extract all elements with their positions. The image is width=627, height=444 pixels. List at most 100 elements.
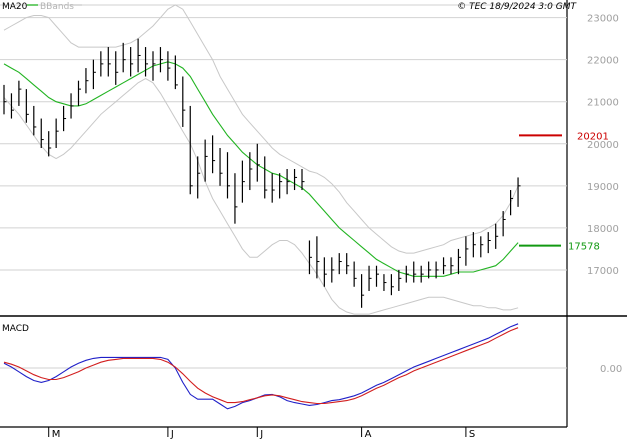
ohlc-bar (435, 261, 439, 279)
price-levels: 20201 17578 (519, 131, 609, 253)
ohlc-bar (40, 118, 44, 148)
price-tick-label: 17000 (587, 266, 619, 277)
ohlc-bar (338, 253, 342, 275)
ohlc-bar (293, 169, 298, 191)
ohlc-bar (189, 105, 193, 195)
ohlc-bar (130, 47, 134, 77)
time-tick-label: S (469, 429, 475, 440)
time-tick-label: M (52, 429, 61, 440)
bband-upper-line (3, 4, 519, 254)
grid-layer (0, 17, 567, 369)
ohlc-bar (226, 152, 230, 199)
ohlc-bar (18, 80, 22, 106)
ma20-line-group (3, 61, 519, 277)
macd-panel-title: MACD (2, 324, 29, 334)
ohlc-bar (92, 59, 96, 90)
macd-signal-line (3, 327, 519, 405)
time-tick-label: J (170, 429, 174, 440)
ma20-legend-label: MA20 (2, 2, 28, 12)
ohlc-bar (450, 257, 454, 275)
ohlc-bar (271, 173, 275, 203)
ohlc-bar (167, 51, 171, 81)
ohlc-bar (457, 248, 461, 275)
ohlc-bar (204, 139, 208, 182)
ohlc-bar (249, 152, 253, 191)
ma20-line (3, 61, 519, 277)
price-tick-label: 21000 (587, 98, 619, 109)
time-tick-label: J (259, 429, 263, 440)
ohlc-bar (100, 51, 104, 77)
ohlc-bar (286, 169, 290, 195)
ohlc-bar (55, 118, 59, 148)
ohlc-bar (182, 76, 186, 127)
ohlc-bar (361, 274, 365, 308)
ohlc-bar (301, 169, 305, 191)
ohlc-bar (159, 47, 163, 73)
bollinger-bands (3, 4, 519, 315)
bband-lower-line (3, 78, 519, 315)
ohlc-bar (256, 143, 260, 182)
ohlc-bar (331, 257, 335, 283)
ohlc-bar (212, 135, 216, 174)
ohlc-bar (428, 261, 432, 279)
ohlc-bar (137, 38, 141, 73)
ohlc-bar (465, 236, 469, 266)
ohlc-bar (517, 177, 521, 207)
price-tick-label: 18000 (587, 224, 619, 235)
ohlc-bar (279, 173, 283, 199)
ohlc-bar (420, 265, 424, 283)
ohlc-bar (323, 257, 327, 287)
ohlc-bar (472, 232, 476, 258)
price-tick-label: 23000 (587, 14, 619, 25)
price-tick-label: 20000 (587, 140, 619, 151)
ohlc-bar (77, 80, 81, 106)
macd-line (3, 323, 519, 410)
price-tick-label: 19000 (587, 182, 619, 193)
ohlc-bar (152, 51, 156, 81)
ohlc-bars (3, 38, 521, 308)
ohlc-bar (413, 261, 417, 283)
ohlc-bar (398, 269, 402, 291)
ohlc-bar (264, 156, 268, 199)
price-tick-label: 22000 (587, 56, 619, 67)
ohlc-bar (107, 47, 111, 77)
ohlc-bar (122, 42, 126, 73)
ohlc-bar (62, 105, 67, 132)
ohlc-bar (390, 274, 394, 296)
ohlc-bar (3, 84, 7, 115)
ohlc-bar (25, 89, 29, 123)
ohlc-bar (33, 105, 37, 136)
ohlc-bar (70, 93, 74, 119)
ohlc-bar (316, 236, 320, 279)
ohlc-bar (368, 265, 372, 291)
ohlc-bar (10, 93, 14, 119)
ohlc-bar (308, 240, 312, 275)
resistance-label: 20201 (577, 131, 609, 142)
ohlc-bar (510, 190, 514, 216)
ohlc-bar (219, 147, 223, 186)
ohlc-bar (115, 51, 119, 85)
ohlc-bar (495, 223, 499, 249)
macd-panel (3, 323, 519, 410)
axis-labels: 17000 18000 19000 20000 21000 22000 23000 0.00 M… (48, 14, 622, 440)
macd-tick-label: 0.00 (600, 364, 622, 375)
ohlc-bar (197, 156, 201, 199)
ohlc-bar (353, 261, 357, 287)
copyright-stamp: © TEC 18/9/2024 3:0 GMT (457, 2, 577, 12)
ohlc-bar (346, 253, 350, 275)
bbands-legend-label: BBands (40, 2, 74, 12)
ohlc-bar (502, 211, 506, 237)
ohlc-bar (234, 173, 238, 224)
ohlc-bar (375, 265, 379, 287)
support-label: 17578 (568, 242, 600, 253)
ohlc-bar (442, 257, 447, 275)
ohlc-bar (144, 47, 149, 77)
ohlc-bar (405, 265, 409, 283)
time-tick-label: A (365, 429, 372, 440)
ohlc-bar (487, 232, 491, 254)
ohlc-bar (48, 131, 52, 157)
ohlc-bar (85, 68, 89, 94)
ohlc-bar (480, 236, 484, 258)
